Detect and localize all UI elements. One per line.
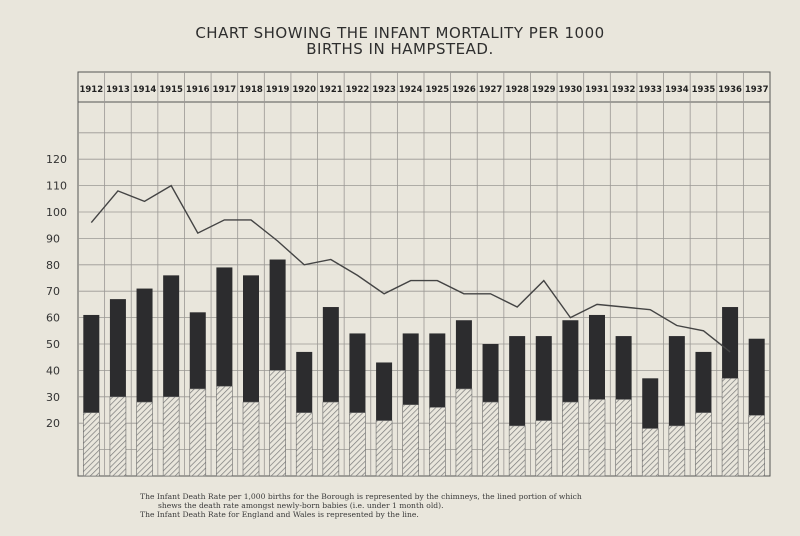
chimney-bar [189, 312, 206, 389]
footnote-line-2: shews the death rate amongst newly-born … [158, 501, 444, 510]
neonatal-hatched-bar [615, 399, 632, 477]
neonatal-hatched-bar [109, 396, 127, 477]
x-tick-label: 1929 [532, 85, 556, 95]
chimney-bar [296, 351, 313, 413]
y-tick-label: 110 [46, 180, 67, 193]
chimney-bar [216, 267, 233, 387]
y-tick-label: 40 [46, 364, 60, 377]
x-tick-label: 1917 [213, 85, 237, 95]
x-tick-label: 1921 [319, 85, 343, 95]
chimney-bar [243, 275, 259, 403]
chimney-bar [482, 344, 499, 403]
y-tick-label: 30 [46, 391, 60, 404]
x-tick-label: 1914 [133, 85, 157, 95]
x-tick-label: 1915 [159, 85, 183, 95]
x-tick-label: 1922 [346, 85, 370, 95]
chimney-bar [535, 336, 552, 421]
chimney-bar [109, 299, 126, 397]
x-tick-label: 1923 [372, 85, 396, 95]
y-tick-label: 80 [46, 259, 60, 272]
x-tick-label: 1931 [585, 85, 609, 95]
chart-title-line-2: BIRTHS IN HAMPSTEAD. [306, 40, 494, 58]
chimney-bar [589, 314, 605, 400]
chimney-bar [722, 307, 739, 379]
y-tick-label: 100 [46, 206, 67, 219]
chimney-bar [642, 378, 659, 429]
neonatal-hatched-bar [83, 412, 100, 477]
chimney-bar [402, 333, 419, 405]
x-tick-label: 1936 [718, 85, 742, 95]
chimney-bar [136, 288, 153, 403]
neonatal-hatched-bar [375, 420, 393, 477]
neonatal-hatched-bar [455, 388, 473, 477]
y-tick-label: 20 [46, 417, 60, 430]
neonatal-hatched-bar [695, 412, 712, 477]
x-tick-label: 1928 [505, 85, 529, 95]
x-tick-label: 1916 [186, 85, 210, 95]
england-wales-line [90, 184, 731, 353]
x-tick-label: 1918 [239, 85, 263, 95]
neonatal-hatched-bar [588, 399, 606, 477]
x-tick-label: 1924 [399, 85, 423, 95]
x-tick-label: 1935 [692, 85, 716, 95]
chimney-bar [349, 333, 366, 413]
x-tick-label: 1927 [479, 85, 503, 95]
chimney-bar [163, 275, 180, 397]
neonatal-hatched-bar [535, 420, 553, 477]
neonatal-hatched-bar [349, 412, 366, 477]
chart-title-line-1: CHART SHOWING THE INFANT MORTALITY PER 1… [195, 24, 605, 42]
x-tick-label: 1926 [452, 85, 476, 95]
x-tick-label: 1919 [266, 85, 290, 95]
x-tick-label: 1933 [638, 85, 662, 95]
chimney-bar [455, 320, 472, 389]
neonatal-hatched-bar [508, 425, 526, 477]
footnote-line-1: The Infant Death Rate per 1,000 births f… [140, 492, 582, 501]
neonatal-hatched-bar [136, 401, 153, 477]
neonatal-hatched-bar [402, 404, 419, 477]
neonatal-hatched-bar [429, 407, 446, 477]
neonatal-hatched-bar [162, 396, 180, 477]
neonatal-hatched-bar [562, 401, 579, 477]
y-tick-label: 70 [46, 285, 60, 298]
chimney-bar [695, 351, 712, 413]
chimney-bar [83, 314, 100, 413]
chimney-bar [562, 320, 579, 403]
neonatal-hatched-bar [322, 401, 340, 477]
x-tick-label: 1913 [106, 85, 130, 95]
chimney-bar [269, 259, 286, 371]
neonatal-hatched-bar [295, 412, 313, 477]
chimney-bar [322, 307, 339, 403]
neonatal-hatched-bar [216, 385, 233, 477]
neonatal-hatched-bar [269, 370, 286, 477]
chimney-bar [615, 336, 632, 400]
x-tick-label: 1937 [745, 85, 769, 95]
x-tick-label: 1920 [292, 85, 316, 95]
x-tick-label: 1912 [79, 85, 103, 95]
neonatal-hatched-bar [189, 388, 207, 477]
chimney-bar [429, 333, 446, 408]
neonatal-hatched-bar [242, 401, 260, 477]
y-tick-label: 120 [46, 153, 67, 166]
neonatal-hatched-bar [482, 401, 499, 477]
chimney-bar [668, 336, 685, 426]
x-tick-label: 1932 [612, 85, 636, 95]
y-tick-label: 50 [46, 338, 60, 351]
neonatal-hatched-bar [641, 428, 659, 477]
neonatal-hatched-bar [748, 414, 765, 477]
x-tick-label: 1925 [425, 85, 449, 95]
neonatal-hatched-bar [668, 425, 686, 477]
y-tick-label: 60 [46, 312, 60, 325]
x-tick-label: 1934 [665, 85, 689, 95]
chimney-bar [509, 336, 526, 426]
x-tick-label: 1930 [559, 85, 583, 95]
footnote-line-3: The Infant Death Rate for England and Wa… [140, 510, 419, 519]
neonatal-hatched-bar [721, 378, 739, 477]
y-tick-label: 90 [46, 232, 60, 245]
chimney-bar [748, 338, 765, 416]
chimney-bar [376, 362, 393, 421]
